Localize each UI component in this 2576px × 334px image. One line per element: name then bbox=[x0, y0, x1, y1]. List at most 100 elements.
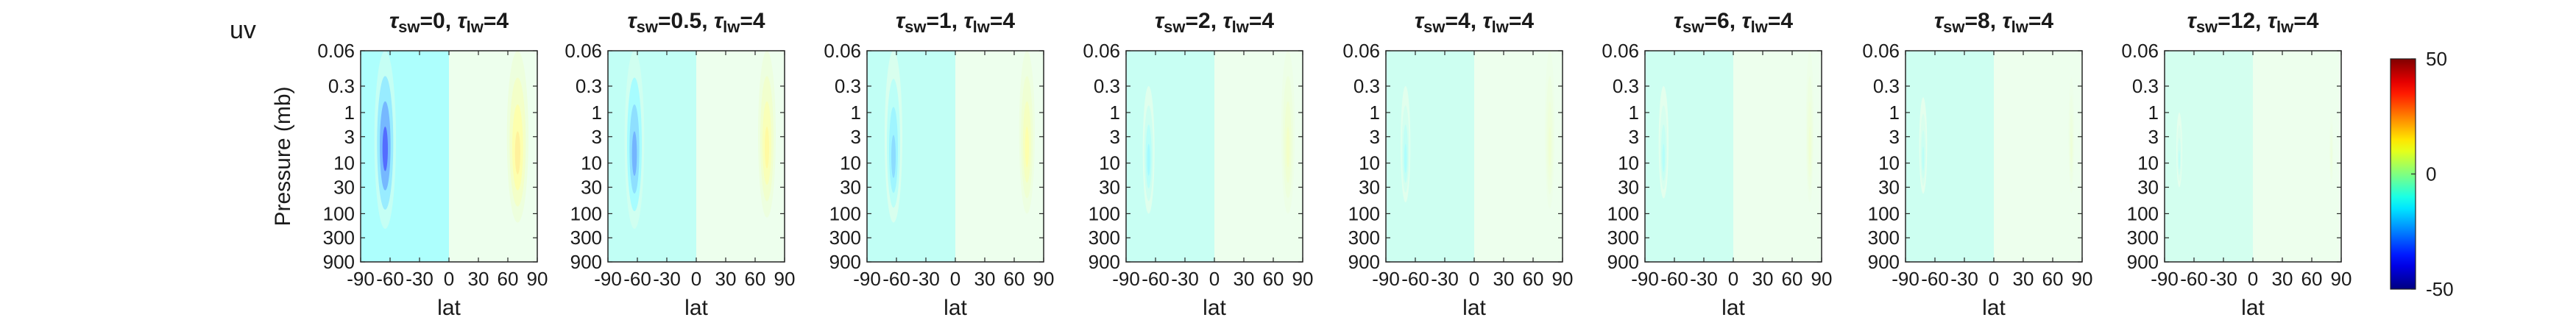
y-tick-label: 0.3 bbox=[1354, 75, 1380, 97]
y-tick-label: 900 bbox=[570, 251, 602, 273]
y-tick-label: 300 bbox=[1089, 227, 1120, 249]
sh-jet-contour-4 bbox=[891, 135, 896, 178]
y-tick-label: 300 bbox=[323, 227, 355, 249]
nh-jet-contour-4 bbox=[765, 127, 769, 168]
y-tick-label: 30 bbox=[333, 176, 355, 198]
y-axis-label: Pressure (mb) bbox=[271, 86, 295, 226]
colorbar-tick-label: -50 bbox=[2426, 278, 2454, 300]
y-tick-label: 900 bbox=[829, 251, 861, 273]
x-tick-label: -30 bbox=[1171, 268, 1199, 290]
y-tick-label: 1 bbox=[1110, 102, 1120, 124]
x-tick-label: 0 bbox=[2248, 268, 2258, 290]
x-axis-label: lat bbox=[944, 296, 967, 320]
panel-title: τsw=1, τlw=4 bbox=[896, 9, 1016, 36]
x-tick-label: -30 bbox=[1690, 268, 1718, 290]
y-tick-label: 0.3 bbox=[1613, 75, 1639, 97]
y-tick-label: 30 bbox=[840, 176, 861, 198]
x-tick-label: 60 bbox=[1523, 268, 1544, 290]
x-tick-label: -60 bbox=[1401, 268, 1429, 290]
field-sh bbox=[1126, 51, 1214, 262]
y-tick-label: 300 bbox=[2127, 227, 2159, 249]
y-tick-label: 30 bbox=[1359, 176, 1380, 198]
y-tick-label: 900 bbox=[1868, 251, 1900, 273]
y-tick-label: 100 bbox=[2127, 202, 2159, 224]
x-tick-label: 30 bbox=[2013, 268, 2034, 290]
y-tick-label: 300 bbox=[1607, 227, 1639, 249]
y-tick-label: 1 bbox=[344, 102, 355, 124]
x-axis-label: lat bbox=[684, 296, 708, 320]
x-axis-label: lat bbox=[1722, 296, 1745, 320]
y-tick-label: 0.06 bbox=[2121, 40, 2159, 62]
x-tick-label: 0 bbox=[1469, 268, 1479, 290]
colorbar-tick-label: 0 bbox=[2426, 163, 2436, 185]
y-tick-label: 900 bbox=[1348, 251, 1380, 273]
x-tick-label: 30 bbox=[468, 268, 489, 290]
y-tick-label: 300 bbox=[829, 227, 861, 249]
y-tick-label: 30 bbox=[1618, 176, 1639, 198]
y-tick-label: 0.3 bbox=[1094, 75, 1120, 97]
x-tick-label: 90 bbox=[1811, 268, 1833, 290]
panel-title: τsw=0, τlw=4 bbox=[389, 9, 509, 36]
x-tick-label: -90 bbox=[347, 268, 375, 290]
x-tick-label: 60 bbox=[2042, 268, 2064, 290]
x-tick-label: 90 bbox=[2072, 268, 2093, 290]
x-tick-label: -60 bbox=[882, 268, 910, 290]
y-tick-label: 3 bbox=[2148, 126, 2159, 148]
x-tick-label: 30 bbox=[1752, 268, 1774, 290]
x-tick-label: -60 bbox=[376, 268, 404, 290]
panel-2: τsw=0.5, τlw=40.060.3131030100300900-90-… bbox=[565, 9, 795, 320]
x-tick-label: -60 bbox=[1921, 268, 1949, 290]
x-axis-label: lat bbox=[1982, 296, 2006, 320]
x-tick-label: 90 bbox=[527, 268, 548, 290]
panel-title: τsw=12, τlw=4 bbox=[2187, 9, 2319, 36]
x-tick-label: -90 bbox=[1892, 268, 1919, 290]
y-tick-label: 0.3 bbox=[328, 75, 355, 97]
y-tick-label: 300 bbox=[1868, 227, 1900, 249]
x-tick-label: 90 bbox=[774, 268, 796, 290]
y-tick-label: 100 bbox=[570, 202, 602, 224]
x-tick-label: 30 bbox=[715, 268, 737, 290]
x-tick-label: 60 bbox=[745, 268, 766, 290]
x-tick-label: -30 bbox=[1431, 268, 1459, 290]
y-tick-label: 1 bbox=[1370, 102, 1380, 124]
colorbar-tick-label: 50 bbox=[2426, 48, 2447, 70]
y-tick-label: 300 bbox=[1348, 227, 1380, 249]
x-tick-label: 60 bbox=[1782, 268, 1803, 290]
y-tick-label: 1 bbox=[851, 102, 861, 124]
y-tick-label: 3 bbox=[1889, 126, 1900, 148]
x-tick-label: -90 bbox=[853, 268, 881, 290]
y-tick-label: 0.06 bbox=[1342, 40, 1380, 62]
nh-jet-contour-4 bbox=[514, 131, 520, 174]
y-tick-label: 0.06 bbox=[565, 40, 602, 62]
y-tick-label: 30 bbox=[581, 176, 602, 198]
y-tick-label: 1 bbox=[1889, 102, 1900, 124]
y-tick-label: 0.3 bbox=[1873, 75, 1900, 97]
x-tick-label: -90 bbox=[594, 268, 622, 290]
x-tick-label: 0 bbox=[691, 268, 701, 290]
x-tick-label: -30 bbox=[406, 268, 434, 290]
field-sh bbox=[1645, 51, 1733, 262]
y-tick-label: 100 bbox=[1868, 202, 1900, 224]
y-tick-label: 10 bbox=[1618, 152, 1639, 174]
x-tick-label: 30 bbox=[2272, 268, 2293, 290]
y-tick-label: 3 bbox=[1629, 126, 1639, 148]
y-tick-label: 0.06 bbox=[1083, 40, 1120, 62]
x-tick-label: -30 bbox=[2209, 268, 2237, 290]
x-tick-label: 0 bbox=[1989, 268, 1999, 290]
x-tick-label: -30 bbox=[912, 268, 940, 290]
x-tick-label: -90 bbox=[2151, 268, 2179, 290]
colorbar-gradient bbox=[2390, 58, 2416, 290]
field-sh bbox=[608, 51, 696, 262]
x-tick-label: -60 bbox=[623, 268, 651, 290]
sh-jet-contour-4 bbox=[1404, 143, 1407, 174]
y-tick-label: 10 bbox=[840, 152, 861, 174]
x-tick-label: 0 bbox=[1209, 268, 1220, 290]
x-tick-label: -30 bbox=[1950, 268, 1978, 290]
x-tick-label: 0 bbox=[444, 268, 454, 290]
x-tick-label: 60 bbox=[498, 268, 519, 290]
panel-title: τsw=6, τlw=4 bbox=[1674, 9, 1794, 36]
